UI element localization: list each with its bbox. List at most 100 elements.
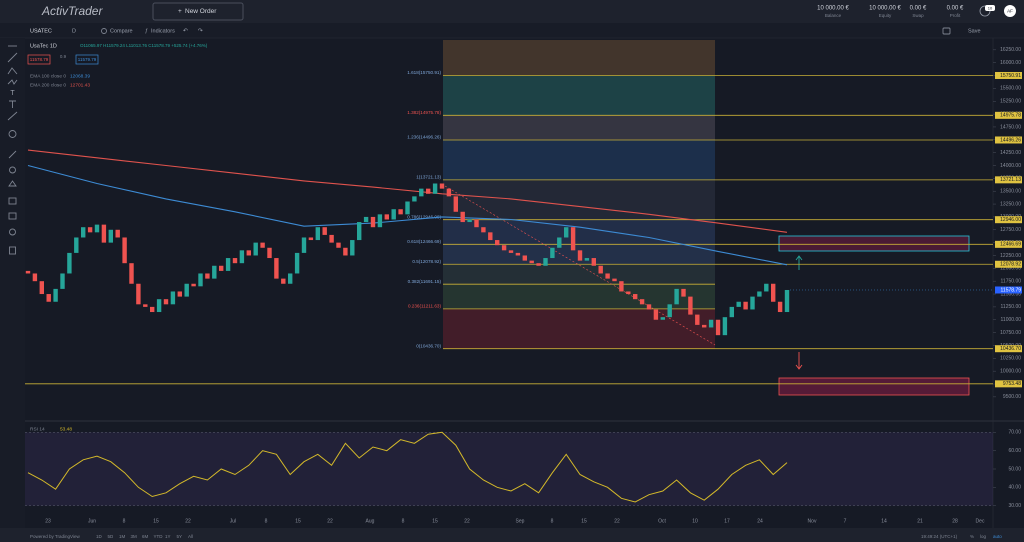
price-tag <box>995 216 1022 224</box>
tool-trendline[interactable] <box>7 52 18 63</box>
fib-level-label: 1.382(14975.78) <box>407 110 441 115</box>
buy-price[interactable]: 11579.79 <box>78 57 97 62</box>
candle-body <box>432 183 438 194</box>
candle-body <box>288 273 293 284</box>
range-button[interactable]: All <box>188 534 193 539</box>
price-tag <box>995 380 1022 388</box>
toolbar <box>0 23 1024 38</box>
candle-body <box>136 283 141 305</box>
x-tick-label: 8 <box>123 518 126 524</box>
x-tick-label: 21 <box>917 518 923 524</box>
indicators[interactable]: Indicators <box>151 28 175 34</box>
y-tick-label: 11000.00 <box>1001 317 1022 323</box>
save[interactable]: Save <box>968 28 981 34</box>
tool-measure[interactable] <box>7 111 18 121</box>
candle-body <box>771 283 776 302</box>
trendline <box>444 185 716 346</box>
tool-visibility[interactable] <box>9 228 16 236</box>
auto-toggle[interactable]: auto <box>993 534 1002 539</box>
candle-body <box>612 278 617 282</box>
tool-delete[interactable] <box>9 246 16 255</box>
range-button[interactable]: 1D <box>96 534 103 539</box>
range-button[interactable]: 5D <box>108 534 115 539</box>
interval[interactable]: D <box>72 28 76 34</box>
fib-level-label: 0.382(11691.15) <box>408 279 442 284</box>
sell-price[interactable]: 11578.79 <box>30 57 49 62</box>
redo[interactable]: ↷ <box>198 29 203 35</box>
price-tag <box>995 71 1022 79</box>
y-tick-label: 13250.00 <box>1000 201 1021 207</box>
fib-level-label: 0.786(12946.00) <box>407 214 441 219</box>
candle-body <box>391 209 396 220</box>
new-order-label[interactable]: New Order <box>185 8 217 15</box>
candle-body <box>377 214 383 228</box>
tool-pitchfork[interactable] <box>7 67 18 75</box>
log-toggle[interactable]: log <box>980 534 987 539</box>
target-box-up <box>778 235 970 252</box>
candle-body <box>177 291 182 297</box>
ema-line <box>27 149 788 233</box>
y-tick-label: 60.00 <box>1008 448 1021 454</box>
range-button[interactable]: 1M <box>119 534 126 539</box>
layout-icon[interactable] <box>942 27 951 35</box>
candle-body <box>564 227 569 238</box>
candle-body <box>384 214 389 220</box>
tool-ruler[interactable] <box>8 150 17 159</box>
target-box-down <box>778 377 970 396</box>
range-button[interactable]: 1Y <box>165 534 171 539</box>
price-tag-label: 12466.69 <box>1000 242 1021 248</box>
fib-band <box>443 40 715 76</box>
sell-box[interactable] <box>27 54 51 65</box>
current-price-label: 11578.79 <box>1001 287 1022 293</box>
candle-body <box>232 258 238 264</box>
fib-level-label: 0.5(12078.92) <box>412 259 441 264</box>
candle-body <box>453 196 458 212</box>
candle-body <box>543 258 548 266</box>
tool-magnet[interactable] <box>8 180 17 187</box>
candle-body <box>722 317 728 336</box>
range-button[interactable]: 6M <box>142 534 149 539</box>
y-tick-label: 12750.00 <box>1000 227 1021 233</box>
compare[interactable]: Compare <box>110 28 133 34</box>
tool-hide[interactable] <box>8 212 17 220</box>
candle-body <box>150 306 155 313</box>
candle-body <box>108 229 113 243</box>
candle-body <box>529 260 534 264</box>
avatar[interactable] <box>1004 5 1016 17</box>
price-tag <box>995 240 1022 248</box>
symbol[interactable]: USATEC <box>30 28 52 34</box>
tool-text[interactable]: T <box>10 90 15 97</box>
legend-name: EMA 200 close 0 <box>30 82 66 88</box>
candle-body <box>681 288 686 297</box>
tool-pattern[interactable] <box>9 100 16 108</box>
candle-body <box>619 281 624 292</box>
x-tick-label: 24 <box>757 518 763 524</box>
percent-toggle[interactable]: % <box>970 534 974 539</box>
stat-label: Swap <box>912 13 924 18</box>
tool-icons[interactable] <box>8 130 17 138</box>
candle-body <box>702 324 707 328</box>
buy-box[interactable] <box>75 54 99 65</box>
range-button[interactable]: 5Y <box>177 534 183 539</box>
candle-body <box>281 278 286 284</box>
candle-body <box>39 281 44 295</box>
range-button[interactable]: 3M <box>131 534 138 539</box>
range-button[interactable]: YTD <box>154 534 164 539</box>
undo[interactable]: ↶ <box>183 29 188 35</box>
tool-brush[interactable] <box>7 79 18 85</box>
price-tag-label: 10436.70 <box>1000 346 1021 352</box>
candle-body <box>398 209 403 215</box>
candle-body <box>239 250 245 264</box>
x-tick-label: Aug <box>366 518 375 524</box>
candle-body <box>777 301 783 313</box>
tool-zoom[interactable] <box>9 166 16 174</box>
tool-lock[interactable] <box>8 197 17 205</box>
badge <box>985 5 995 11</box>
candle-body <box>764 283 769 292</box>
new-order-button[interactable] <box>152 2 244 21</box>
stat-value: 0.00 € <box>910 6 927 12</box>
candle-body <box>577 250 583 261</box>
x-tick-label: Oct <box>658 518 666 524</box>
candle-body <box>274 258 279 279</box>
candle-body <box>122 237 127 264</box>
